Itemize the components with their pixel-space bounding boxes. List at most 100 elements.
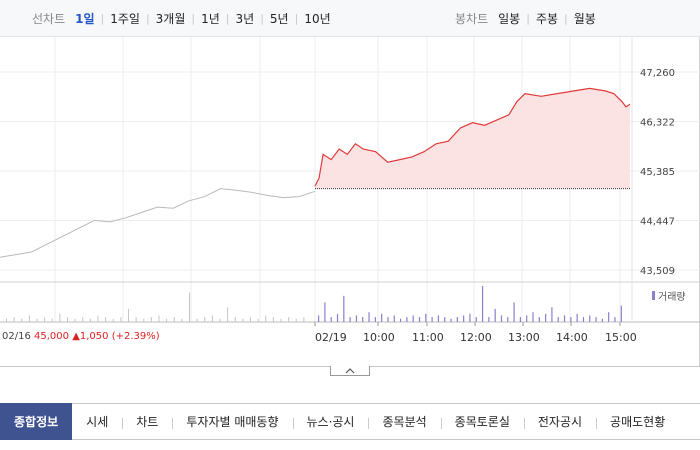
volume-bar-prev: [250, 317, 251, 322]
tab-chart[interactable]: 차트: [122, 404, 172, 439]
volume-bar-today: [362, 317, 364, 322]
volume-bar-today: [374, 317, 376, 322]
volume-bar-prev: [28, 315, 30, 322]
volume-bar-today: [488, 317, 490, 322]
volume-bar-today: [343, 295, 345, 322]
period-daily-candle[interactable]: 일봉: [498, 12, 521, 26]
volume-bar-today: [475, 317, 477, 322]
volume-bar-prev: [112, 318, 114, 322]
period-5years[interactable]: 5년: [269, 12, 289, 26]
volume-bar-prev: [257, 318, 259, 322]
volume-bar-prev: [128, 308, 129, 322]
volume-bar-today: [318, 315, 320, 322]
volume-bar-prev: [143, 318, 145, 322]
volume-bar-today: [355, 315, 358, 322]
volume-bar-prev: [295, 318, 297, 322]
period-separator: |: [294, 12, 299, 25]
volume-bar-today: [608, 312, 610, 322]
volume-bar-today: [406, 317, 408, 322]
period-1week[interactable]: 1주일: [110, 12, 140, 26]
volume-bar-today: [349, 317, 351, 322]
price-chart: 47,260 46,322 45,385 44,447 43,509 02/19 10:00…: [0, 37, 700, 344]
volume-bar-today: [399, 318, 402, 322]
tab-electronic-disclosure[interactable]: 전자공시: [523, 404, 596, 439]
volume-bar-prev: [51, 318, 53, 322]
volume-bar-prev: [44, 317, 46, 322]
tab-discussion[interactable]: 종목토론실: [440, 404, 524, 439]
volume-legend: 거래량: [652, 288, 686, 303]
period-weekly-candle[interactable]: 주봉: [535, 12, 559, 26]
volume-bar-prev: [150, 317, 152, 322]
x-tick-label: 10:00: [363, 331, 395, 344]
y-tick-label: 47,260: [640, 68, 675, 79]
volume-bars: [6, 286, 622, 322]
volume-bar-today: [545, 313, 547, 322]
period-1year[interactable]: 1년: [201, 12, 220, 26]
volume-bar-today: [336, 313, 339, 322]
collapse-toggle-button[interactable]: [330, 366, 370, 376]
volume-bar-prev: [181, 318, 183, 322]
volume-bar-today: [437, 315, 440, 322]
volume-bar-prev: [105, 317, 107, 322]
volume-bar-prev: [135, 317, 137, 322]
volume-legend-label: 거래량: [658, 292, 686, 303]
volume-bar-prev: [74, 318, 76, 322]
volume-bar-today: [469, 313, 471, 322]
line-chart-label: 선차트: [32, 12, 66, 26]
today-area-fill: [315, 88, 630, 189]
x-tick-label: 11:00: [412, 331, 444, 344]
period-separator: |: [526, 12, 530, 25]
volume-bar-today: [620, 305, 622, 322]
volume-bar-prev: [59, 313, 61, 322]
volume-bar-prev: [82, 317, 84, 322]
candle-chart-label: 봉차트: [455, 12, 489, 26]
tab-summary[interactable]: 종합정보: [0, 403, 73, 440]
volume-bar-today: [418, 317, 421, 322]
volume-bar-today: [431, 317, 433, 322]
tab-investor-trading[interactable]: 투자자별 매매동향: [172, 404, 292, 439]
volume-bar-prev: [97, 315, 99, 322]
volume-bar-today: [481, 286, 484, 322]
period-separator: |: [145, 12, 150, 25]
previous-date-label: 02/16: [2, 331, 31, 342]
period-monthly-candle[interactable]: 월봉: [573, 12, 596, 26]
volume-bar-prev: [265, 315, 267, 322]
volume-bar-prev: [6, 318, 7, 322]
volume-bar-today: [601, 318, 603, 322]
y-tick-label: 46,322: [640, 118, 675, 129]
volume-bar-today: [551, 307, 553, 322]
period-3years[interactable]: 3년: [235, 12, 255, 26]
tab-quotes[interactable]: 시세: [86, 415, 109, 429]
volume-bar-today: [412, 315, 414, 322]
volume-bar-today: [387, 317, 389, 322]
volume-bar-prev: [211, 315, 213, 322]
period-3months[interactable]: 3개월: [155, 12, 186, 26]
tab-analysis[interactable]: 종목분석: [368, 404, 440, 439]
period-separator: |: [564, 12, 568, 25]
volume-bar-today: [532, 312, 534, 322]
volume-bar-today: [526, 315, 528, 322]
volume-bar-today: [582, 317, 585, 322]
today-price-line: [314, 87, 631, 187]
volume-bar-today: [557, 317, 559, 322]
x-tick-label: 02/19: [315, 331, 347, 344]
volume-bar-prev: [204, 317, 206, 322]
tab-short-selling[interactable]: 공매도현황: [596, 404, 679, 439]
previous-day-line: [0, 188, 316, 258]
volume-bar-today: [507, 317, 509, 322]
period-1day[interactable]: 1일: [75, 12, 95, 26]
volume-bar-today: [576, 313, 578, 322]
volume-bar-prev: [234, 317, 236, 322]
volume-bar-today: [463, 315, 465, 322]
line-chart-periods: 선차트 1일 | 1주일 | 3개월 | 1년 | 3년 | 5년 | 10년: [32, 0, 331, 37]
volume-bar-today: [456, 317, 458, 322]
volume-bar-prev: [158, 315, 160, 322]
x-tick-label: 15:00: [605, 331, 637, 344]
volume-bar-prev: [67, 317, 68, 322]
volume-bar-prev: [189, 292, 190, 322]
tab-news-disclosure[interactable]: 뉴스·공시: [292, 404, 369, 439]
price-change-percent: (+2.39%): [111, 331, 160, 342]
volume-bar-today: [330, 317, 332, 322]
period-10years[interactable]: 10년: [304, 12, 331, 26]
volume-bar-today: [450, 318, 452, 322]
